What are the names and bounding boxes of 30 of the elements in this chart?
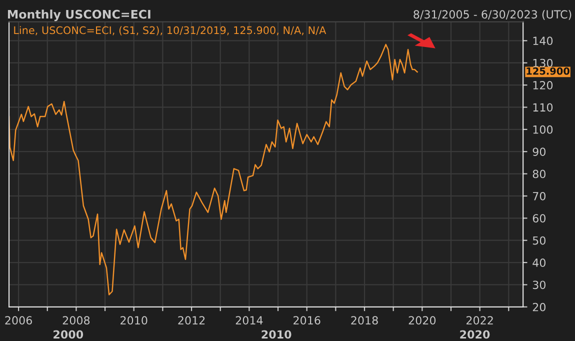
y-tick-label: 100 bbox=[533, 125, 553, 134]
y-tick-label: 110 bbox=[533, 103, 553, 112]
text: 2020 bbox=[460, 330, 490, 339]
y-tick-label: 80 bbox=[532, 170, 546, 178]
line-series bbox=[9, 44, 418, 296]
y-tick-label: 90 bbox=[532, 148, 546, 156]
x-tick-label: 2010 bbox=[120, 316, 148, 325]
chart-subtitle: 8/31/2005 - 6/30/2023 (UTC) bbox=[414, 10, 572, 20]
x-tick-label: 2016 bbox=[294, 316, 320, 325]
y-tick-label: 50 bbox=[532, 236, 546, 245]
x-tick-label: 2014 bbox=[236, 316, 263, 325]
x-tick-label: 2018 bbox=[351, 316, 378, 325]
y-tick-label: 30 bbox=[532, 280, 546, 290]
y-tick-label: 140 bbox=[533, 36, 553, 46]
y-tick-label: 120 bbox=[533, 81, 553, 90]
x-tick-label: 2022 bbox=[466, 316, 493, 325]
y-tick-label: 70 bbox=[533, 192, 546, 200]
y-tick-label: 60 bbox=[532, 214, 546, 223]
y-tick-label: 20 bbox=[532, 302, 546, 312]
text: 125.900 bbox=[526, 67, 570, 75]
text: 2000 bbox=[54, 330, 84, 339]
text: 2010 bbox=[262, 330, 292, 339]
y-tick-label: 40 bbox=[532, 258, 546, 267]
chart-title: Monthly USCONC=ECI bbox=[8, 10, 150, 22]
annotation: Line, USCONC=ECI, (S1, S2), 10/31/2019, 125.900, N/A, N/A bbox=[14, 26, 326, 36]
x-tick-label: 2012 bbox=[178, 316, 205, 325]
x-tick-label: 2006 bbox=[5, 316, 32, 325]
x-tick-label: 2008 bbox=[62, 316, 90, 325]
x-tick-label: 2020 bbox=[408, 316, 436, 325]
y-tick-label: 130 bbox=[533, 58, 553, 68]
